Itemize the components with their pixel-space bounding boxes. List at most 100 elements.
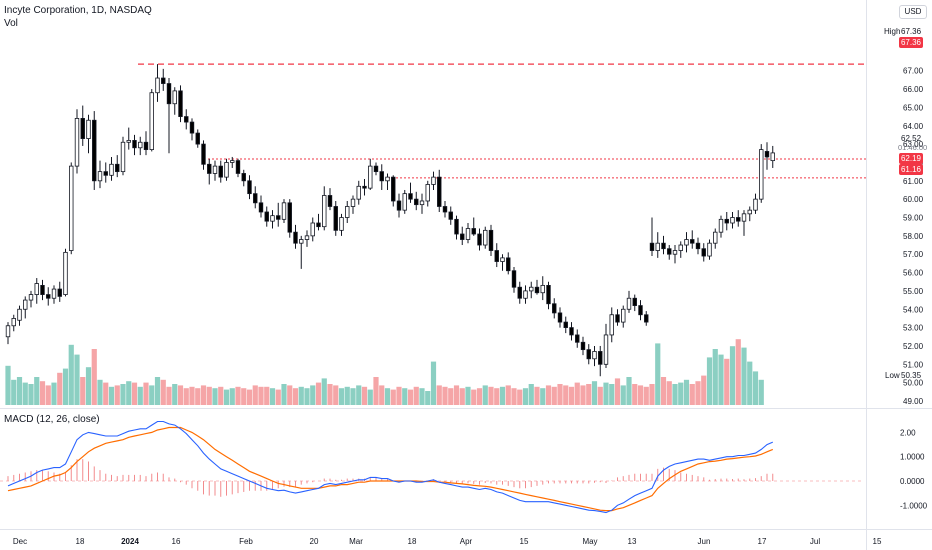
volume-bar xyxy=(436,385,442,405)
candle-body xyxy=(241,173,246,182)
candle-body xyxy=(414,198,419,206)
macd-tick-label: -1.0000 xyxy=(900,501,928,510)
price-tick-label: 64.00 xyxy=(903,122,924,131)
pane-divider[interactable] xyxy=(0,408,932,409)
candle xyxy=(626,290,632,313)
volume-bar xyxy=(643,386,649,405)
macd-legend[interactable]: MACD (12, 26, close) xyxy=(4,414,100,425)
candle-body xyxy=(63,251,68,295)
price-tick-label: 53.00 xyxy=(903,324,924,333)
candle-body xyxy=(293,231,298,244)
candle xyxy=(86,114,91,154)
candle xyxy=(293,224,298,249)
candle xyxy=(120,136,126,176)
candle-body xyxy=(402,193,407,211)
volume-bar xyxy=(655,343,661,405)
candle-body xyxy=(419,200,425,206)
volume-bar xyxy=(246,389,253,405)
volume-bar xyxy=(609,384,615,405)
candle-series xyxy=(5,64,775,377)
candle-body xyxy=(270,215,275,222)
volume-bar xyxy=(85,367,92,405)
volume-bar xyxy=(534,386,540,405)
candle-body xyxy=(235,160,241,174)
candle-body xyxy=(408,193,413,200)
candle xyxy=(747,206,752,222)
candle xyxy=(132,134,137,156)
volume-bar xyxy=(212,388,218,405)
candle xyxy=(379,164,384,190)
time-tick-label: Jul xyxy=(810,537,820,546)
candle xyxy=(402,189,407,214)
chart-title[interactable]: Incyte Corporation, 1D, NASDAQ xyxy=(4,5,152,16)
candle-body xyxy=(552,303,557,314)
time-tick-label: 16 xyxy=(172,537,181,546)
candle xyxy=(287,199,292,238)
candle xyxy=(396,193,402,218)
candle xyxy=(368,158,373,190)
candle xyxy=(258,195,264,218)
candle-body xyxy=(143,141,149,151)
price-tick-label: 52.00 xyxy=(903,342,924,351)
candle xyxy=(678,241,683,258)
candle-body xyxy=(747,209,752,215)
volume-bar xyxy=(258,386,264,405)
candle-body xyxy=(575,334,580,343)
candle-body xyxy=(391,176,396,202)
candle-body xyxy=(247,180,252,195)
time-tick-label: 18 xyxy=(76,537,85,546)
volume-bar xyxy=(189,386,195,405)
candle-body xyxy=(437,176,442,207)
candle xyxy=(419,193,425,214)
candle xyxy=(736,210,741,227)
candle-body xyxy=(707,242,712,257)
volume-bar xyxy=(338,388,345,405)
volume-bar xyxy=(425,391,431,405)
candle-body xyxy=(695,242,701,250)
candle xyxy=(592,345,597,367)
candle xyxy=(649,217,655,257)
candle xyxy=(580,336,586,356)
candle-body xyxy=(322,195,327,228)
signal-line xyxy=(7,426,774,512)
volume-bar xyxy=(97,379,103,405)
volume-bar xyxy=(235,386,241,405)
volume-bar xyxy=(304,388,310,405)
candle-body xyxy=(310,222,315,237)
candle xyxy=(667,245,672,260)
volume-bar xyxy=(407,389,414,405)
candle-body xyxy=(701,248,706,257)
candle xyxy=(5,322,11,345)
volume-bar xyxy=(22,382,28,405)
candle xyxy=(523,285,528,304)
candle xyxy=(534,279,540,295)
candle-body xyxy=(161,77,166,84)
candle xyxy=(759,144,764,203)
volume-bar xyxy=(108,386,115,405)
candle xyxy=(207,158,212,185)
candle xyxy=(488,224,494,257)
candle xyxy=(333,200,338,236)
candle-body xyxy=(120,141,126,173)
volume-bar xyxy=(310,385,316,405)
time-tick-label: 13 xyxy=(628,537,637,546)
candle xyxy=(460,226,465,246)
candle xyxy=(109,156,114,181)
candle-body xyxy=(626,297,632,310)
candle xyxy=(253,186,258,209)
candle xyxy=(718,215,724,238)
candle-body xyxy=(304,235,310,240)
volume-bar xyxy=(292,388,299,405)
candle-body xyxy=(488,229,494,251)
macd-tick-label: 1.0000 xyxy=(900,453,925,462)
candle-body xyxy=(57,288,62,297)
candle xyxy=(540,276,545,301)
candle-body xyxy=(477,233,482,246)
volume-bar xyxy=(80,377,86,405)
candle-body xyxy=(655,242,660,251)
volume-legend[interactable]: Vol xyxy=(4,18,18,29)
time-tick-label: Feb xyxy=(239,537,253,546)
currency-button[interactable]: USD xyxy=(899,5,927,19)
volume-bar xyxy=(459,388,465,405)
